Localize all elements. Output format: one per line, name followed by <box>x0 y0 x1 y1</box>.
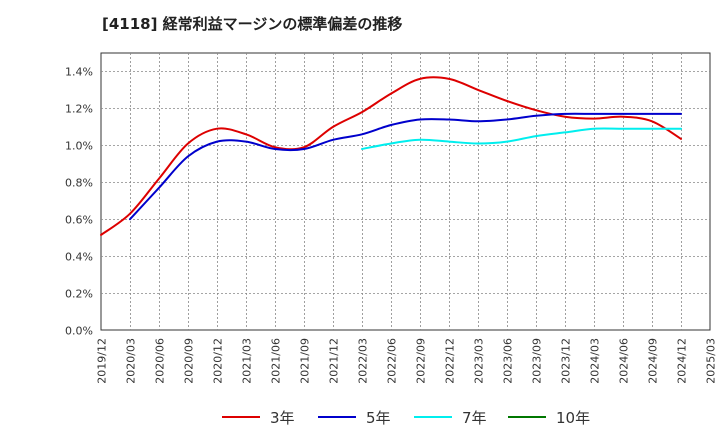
x-tick-label: 2024/12 <box>676 338 689 384</box>
x-tick-label: 2024/09 <box>647 338 660 384</box>
x-tick-label: 2023/09 <box>531 338 544 384</box>
line-chart: 0.0% 0.2% 0.4% 0.6% 0.8% 1.0% 1.2% 1.4% 2019/12 2… <box>65 52 718 384</box>
series-line-1 <box>100 76 682 236</box>
y-tick-label: 1.0% <box>65 140 93 153</box>
legend-swatch <box>508 416 546 418</box>
legend-swatch <box>414 416 452 418</box>
series-line-3 <box>361 127 682 150</box>
legend-item-2: 5年 <box>318 404 391 430</box>
x-tick-label: 2022/09 <box>415 338 428 384</box>
series-layer <box>100 76 682 236</box>
y-tick-label: 0.6% <box>65 214 93 227</box>
legend-item-3: 7年 <box>414 404 487 430</box>
x-tick-label: 2023/03 <box>473 338 486 384</box>
y-tick-label: 0.4% <box>65 251 93 264</box>
x-tick-label: 2023/06 <box>502 338 515 384</box>
x-tick-label: 2019/12 <box>96 338 109 384</box>
x-tick-label: 2024/06 <box>618 338 631 384</box>
legend-item-1: 3年 <box>222 404 295 430</box>
plot-area <box>100 52 711 331</box>
x-tick-label: 2024/03 <box>589 338 602 384</box>
legend-swatch <box>318 416 356 418</box>
legend: 3年 5年 7年 10年 <box>0 404 720 430</box>
chart-title: [4118] 経常利益マージンの標準偏差の推移 <box>102 15 403 33</box>
x-tick-label: 2025/03 <box>705 338 718 384</box>
x-tick-label: 2021/03 <box>241 338 254 384</box>
x-tick-label: 2022/03 <box>357 338 370 384</box>
x-tick-label: 2021/06 <box>270 338 283 384</box>
y-tick-label: 0.0% <box>65 325 93 338</box>
grid-layer <box>100 52 711 331</box>
legend-label: 7年 <box>462 408 487 427</box>
y-tick-label: 1.4% <box>65 66 93 79</box>
x-tick-label: 2021/09 <box>299 338 312 384</box>
legend-swatch <box>222 416 260 418</box>
x-tick-label: 2021/12 <box>328 338 341 384</box>
legend-label: 3年 <box>270 408 295 427</box>
y-tick-label: 1.2% <box>65 103 93 116</box>
y-tick-label: 0.2% <box>65 288 93 301</box>
x-tick-label: 2020/06 <box>154 338 167 384</box>
legend-label: 5年 <box>366 408 391 427</box>
legend-item-4: 10年 <box>508 404 590 430</box>
x-tick-label: 2020/12 <box>212 338 225 384</box>
axis-layer: 0.0% 0.2% 0.4% 0.6% 0.8% 1.0% 1.2% 1.4% 2019/12 2… <box>65 66 717 384</box>
y-tick-label: 0.8% <box>65 177 93 190</box>
x-tick-label: 2022/06 <box>386 338 399 384</box>
x-tick-label: 2020/09 <box>183 338 196 384</box>
x-tick-label: 2022/12 <box>444 338 457 384</box>
x-tick-label: 2020/03 <box>125 338 138 384</box>
legend-label: 10年 <box>556 408 591 427</box>
x-tick-label: 2023/12 <box>560 338 573 384</box>
series-line-2 <box>129 112 682 221</box>
